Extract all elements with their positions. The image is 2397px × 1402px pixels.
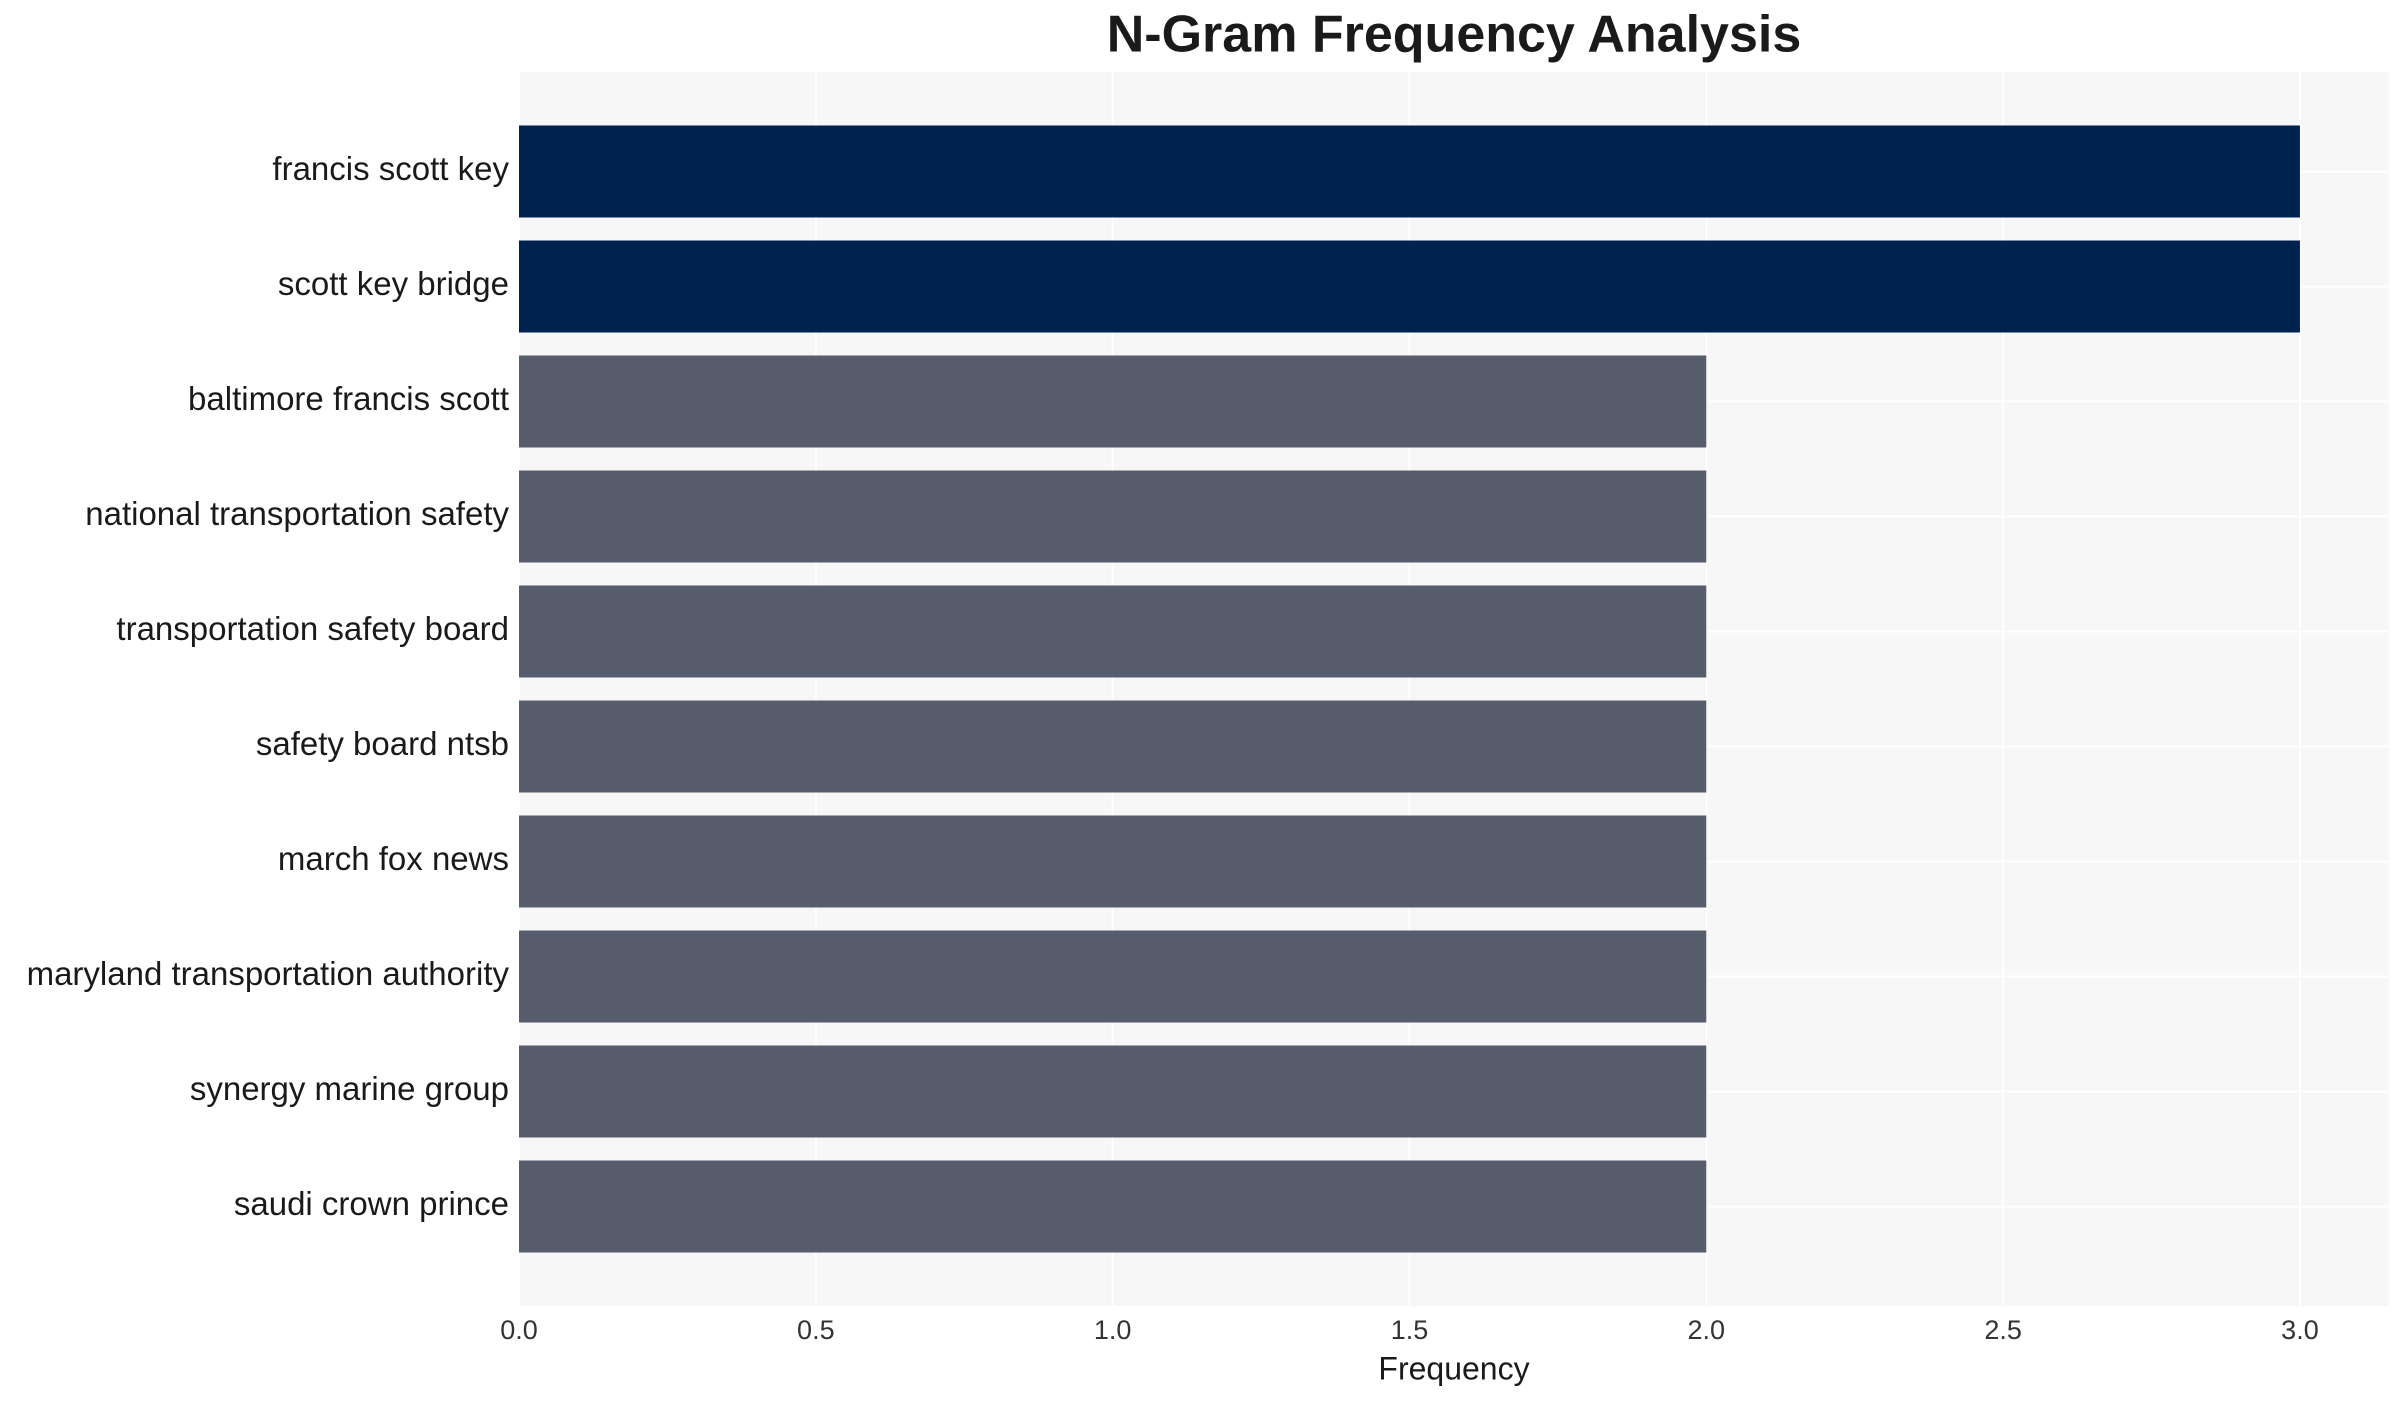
y-tick-label: maryland transportation authority <box>27 955 510 992</box>
y-tick-label: national transportation safety <box>85 495 509 532</box>
bar <box>519 240 2300 333</box>
y-tick-label: baltimore francis scott <box>188 380 509 417</box>
chart-title: N-Gram Frequency Analysis <box>1107 6 1802 64</box>
bar <box>519 1160 1707 1253</box>
bar <box>519 930 1707 1023</box>
bar <box>519 1045 1707 1138</box>
bar <box>519 585 1707 678</box>
x-tick-label: 1.0 <box>1094 1315 1132 1345</box>
x-tick-label: 1.5 <box>1391 1315 1429 1345</box>
bar <box>519 700 1707 793</box>
y-tick-label: saudi crown prince <box>234 1185 509 1222</box>
bar <box>519 470 1707 563</box>
x-tick-label: 2.5 <box>1984 1315 2022 1345</box>
y-tick-label: safety board ntsb <box>256 725 509 762</box>
x-tick-label: 2.0 <box>1688 1315 1726 1345</box>
x-tick-label: 0.5 <box>797 1315 835 1345</box>
bar <box>519 125 2300 218</box>
y-tick-label: synergy marine group <box>190 1070 509 1107</box>
y-tick-label: scott key bridge <box>278 265 509 302</box>
y-tick-label: francis scott key <box>272 150 509 187</box>
x-tick-label: 0.0 <box>500 1315 538 1345</box>
y-tick-label: march fox news <box>278 840 509 877</box>
bar <box>519 815 1707 908</box>
y-tick-label: transportation safety board <box>116 610 509 647</box>
x-axis-label: Frequency <box>1378 1350 1529 1386</box>
x-tick-label: 3.0 <box>2281 1315 2319 1345</box>
bar <box>519 355 1707 448</box>
